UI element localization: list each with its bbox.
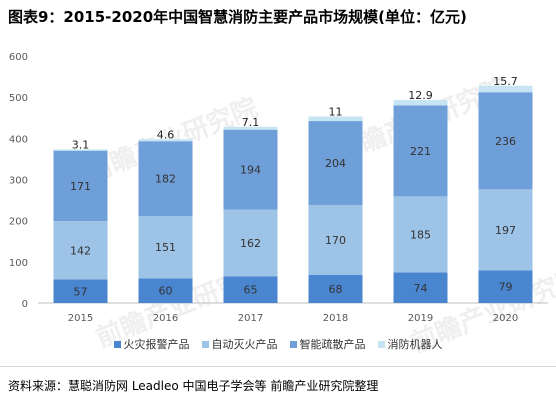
legend-label: 自动灭火产品 [211, 338, 278, 351]
bar-segment [308, 275, 363, 303]
y-tick-label: 600 [9, 52, 28, 63]
data-label: 11 [329, 106, 343, 119]
y-tick-label: 500 [9, 93, 28, 104]
data-label: 7.1 [242, 116, 260, 129]
legend-label: 智能疏散产品 [299, 338, 366, 351]
legend-swatch [377, 340, 385, 348]
data-label: 236 [495, 135, 516, 148]
bar-segment [138, 141, 193, 217]
legend-label: 消防机器人 [387, 338, 443, 351]
y-tick-label: 200 [9, 217, 28, 228]
bar-segment [478, 189, 533, 271]
legend-swatch [289, 340, 297, 348]
data-label: 170 [325, 234, 346, 247]
chart-legend: 火灾报警产品 自动灭火产品 智能疏散产品 消防机器人 [0, 336, 556, 352]
bar-segment [308, 205, 363, 276]
data-label: 15.7 [493, 75, 518, 88]
data-label: 68 [329, 283, 343, 296]
bar-segment [393, 100, 448, 106]
bar-segment [138, 216, 193, 279]
bar-segment [223, 126, 278, 130]
data-label: 151 [155, 241, 176, 254]
bar-segment [138, 278, 193, 303]
source-note: 资料来源：慧聪消防网 Leadleo 中国电子学会等 前瞻产业研究院整理 [8, 379, 379, 393]
bar-segment [223, 209, 278, 277]
bar-segment [223, 276, 278, 303]
x-tick-label: 2015 [68, 313, 93, 324]
data-label: 197 [495, 224, 516, 237]
data-label: 171 [70, 180, 91, 193]
bar-segment [138, 139, 193, 142]
data-label: 65 [244, 284, 258, 297]
data-label: 74 [414, 282, 428, 295]
data-label: 221 [410, 145, 431, 158]
data-label: 194 [240, 164, 261, 177]
chart-title: 图表9：2015-2020年中国智慧消防主要产品市场规模(单位：亿元) [8, 8, 467, 26]
bar-segment [478, 85, 533, 93]
data-label: 185 [410, 228, 431, 241]
bar-segment [478, 270, 533, 303]
data-label: 182 [155, 173, 176, 186]
legend-label: 火灾报警产品 [123, 338, 190, 351]
y-tick-label: 100 [9, 258, 28, 269]
bar-segment [478, 92, 533, 190]
x-tick-label: 2018 [323, 313, 348, 324]
data-label: 79 [499, 281, 513, 294]
bar-segment [53, 279, 108, 303]
bar-segment [393, 105, 448, 197]
data-label: 12.9 [408, 89, 433, 102]
data-label: 162 [240, 237, 261, 250]
data-label: 4.6 [157, 128, 175, 141]
x-tick-label: 2017 [238, 313, 263, 324]
legend-item: 智能疏散产品 [289, 336, 366, 352]
y-tick-label: 0 [22, 299, 28, 310]
bar-segment [223, 129, 278, 210]
legend-swatch [113, 340, 121, 348]
data-label: 3.1 [72, 138, 90, 151]
stacked-bar-chart: 0 100 200 300 400 500 600 57 142 171 3.1 2015 60 151 1… [9, 52, 548, 324]
bar-segment [393, 196, 448, 273]
bar-segment [53, 221, 108, 280]
data-label: 57 [74, 285, 88, 298]
legend-item: 自动灭火产品 [201, 336, 278, 352]
bar-segment [393, 272, 448, 303]
data-label: 204 [325, 157, 346, 170]
legend-swatch [201, 340, 209, 348]
bar-segment [308, 116, 363, 122]
x-tick-label: 2020 [493, 313, 518, 324]
data-label: 142 [70, 244, 91, 257]
y-tick-label: 300 [9, 176, 28, 187]
y-tick-label: 400 [9, 134, 28, 145]
x-tick-label: 2016 [153, 313, 178, 324]
x-tick-label: 2019 [408, 313, 433, 324]
divider [0, 366, 556, 367]
bar-segment [308, 121, 363, 206]
bar-segment [53, 149, 108, 151]
data-label: 60 [159, 285, 173, 298]
legend-item: 火灾报警产品 [113, 336, 190, 352]
legend-item: 消防机器人 [377, 336, 443, 352]
bar-segment [53, 150, 108, 222]
